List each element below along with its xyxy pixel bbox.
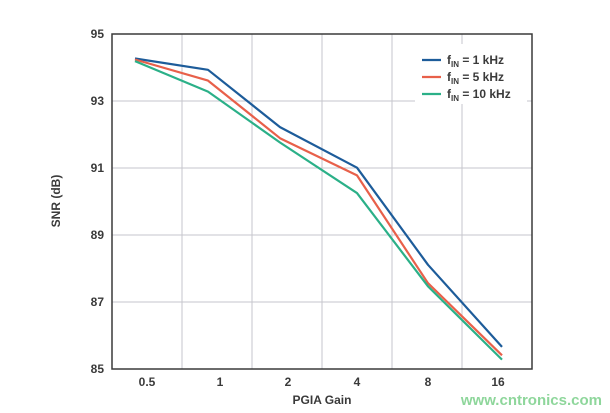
legend-label: fIN = 1 kHz: [447, 53, 504, 69]
series-line-1: [134, 57, 503, 348]
y-tick-label: 95: [91, 27, 105, 41]
legend-label: fIN = 5 kHz: [447, 70, 504, 86]
plot-frame: [111, 33, 533, 370]
watermark: www.cntronics.com: [460, 392, 602, 409]
x-tick-label: 1: [217, 375, 224, 389]
y-tick-label: 89: [91, 228, 105, 242]
legend-label: fIN = 10 kHz: [447, 87, 511, 103]
x-tick-label: 2: [285, 375, 292, 389]
y-tick-label: 87: [91, 295, 105, 309]
series-line-2: [134, 58, 503, 357]
y-axis-label: SNR (dB): [49, 175, 63, 228]
x-tick-label: 16: [491, 375, 505, 389]
series-line-3: [134, 60, 503, 361]
x-tick-label: 8: [425, 375, 432, 389]
x-tick-label: 4: [354, 375, 361, 389]
y-tick-label: 85: [91, 362, 105, 376]
x-axis-label: PGIA Gain: [293, 393, 352, 407]
x-tick-label: 0.5: [139, 375, 156, 389]
y-tick-label: 91: [91, 161, 105, 175]
y-tick-label: 93: [91, 94, 105, 108]
